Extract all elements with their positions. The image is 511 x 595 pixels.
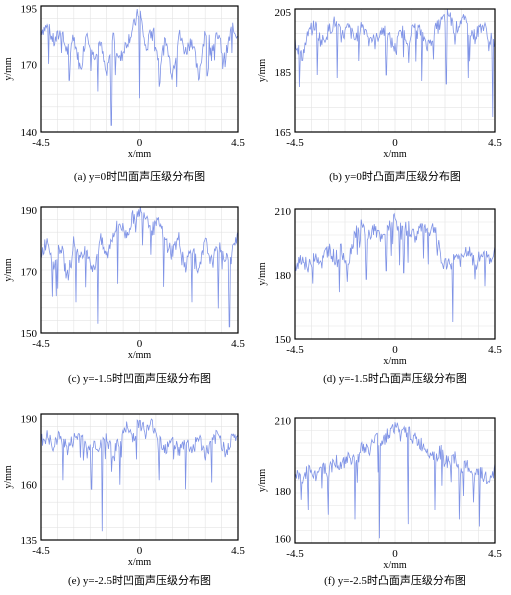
panel-caption: (c) y=-1.5时凹面声压级分布图 [68, 371, 211, 385]
y-tick-label: 140 [21, 127, 38, 139]
y-tick-label: 165 [275, 127, 292, 139]
x-tick-label: 4.5 [231, 545, 245, 557]
x-tick-label: 4.5 [488, 344, 502, 356]
x-axis-label: x/mm [383, 149, 407, 160]
x-axis-label: x/mm [383, 560, 407, 571]
y-tick-label: 160 [275, 533, 292, 545]
y-tick-label: 185 [275, 67, 292, 79]
x-tick-label: -4.5 [286, 344, 304, 356]
panel-caption: (e) y=-2.5时凹面声压级分布图 [68, 573, 211, 587]
x-tick-label: -4.5 [32, 137, 50, 149]
x-tick-label: 4.5 [231, 338, 245, 350]
grid [295, 9, 495, 132]
data-series-line [294, 422, 496, 539]
x-axis-label: x/mm [128, 350, 152, 361]
grid [41, 414, 238, 540]
y-tick-label: 210 [275, 415, 292, 427]
panel-b: 205 185 165-4.5 0 4.5 x/mm y/mm (b) y=0时凸面声压级分布… [257, 7, 502, 183]
panel-caption: (d) y=-1.5时凸面声压级分布图 [323, 371, 467, 385]
y-axis-label: y/mm [257, 469, 268, 493]
x-tick-label: 4.5 [488, 548, 502, 560]
x-tick-label: 0 [137, 137, 143, 149]
grid [41, 207, 238, 333]
x-tick-label: 0 [137, 338, 143, 350]
y-tick-label: 180 [275, 270, 292, 282]
y-tick-label: 210 [275, 206, 292, 218]
grid [295, 418, 495, 543]
y-tick-label: 195 [21, 3, 38, 15]
x-tick-label: 0 [137, 545, 143, 557]
x-axis-label: x/mm [383, 356, 407, 367]
x-axis-label: x/mm [128, 557, 152, 568]
data-series-line [40, 8, 239, 126]
plot-frame [40, 206, 239, 334]
y-axis-label: y/mm [3, 57, 14, 81]
plot-frame [294, 417, 496, 544]
data-series-line [294, 8, 496, 118]
plot-frame [40, 5, 239, 133]
x-tick-label: 0 [392, 137, 398, 149]
x-tick-label: 4.5 [488, 137, 502, 149]
y-axis-label: y/mm [3, 258, 14, 282]
data-series-line [40, 418, 239, 532]
y-tick-label: 180 [275, 486, 292, 498]
panel-caption: (b) y=0时凸面声压级分布图 [329, 169, 461, 183]
grid [295, 209, 495, 339]
panel-caption: (f) y=-2.5时凸面声压级分布图 [324, 573, 466, 587]
data-series-line [294, 212, 496, 323]
y-axis-label: y/mm [257, 59, 268, 83]
panel-e: 190 160 135-4.5 0 4.5 x/mm y/mm (e) y=-2.5时凹面声压… [3, 413, 245, 587]
panel-f: 210 180 160 -4.5 0 4.5 x/mm y/mm (f) y=-2.5时凸面声压… [257, 415, 502, 587]
x-tick-label: -4.5 [286, 137, 304, 149]
y-tick-label: 205 [275, 7, 292, 19]
x-tick-label: 0 [392, 344, 398, 356]
x-tick-label: -4.5 [32, 338, 50, 350]
x-axis-label: x/mm [128, 149, 152, 160]
y-axis-label: y/mm [257, 262, 268, 286]
y-tick-label: 170 [21, 267, 38, 279]
y-tick-label: 160 [21, 480, 38, 492]
plot-frame [294, 208, 496, 340]
plot-frame [40, 413, 239, 541]
panel-d: 210 180 150-4.5 0 4.5 x/mm y/mm (d) y=-1.5时凸面声压… [257, 206, 502, 385]
y-tick-label: 190 [21, 205, 38, 217]
x-tick-label: 0 [392, 548, 398, 560]
panel-a: 195 170 140-4.5 0 4.5 x/mm y/mm (a) y=0时凹面声压级分布… [3, 3, 245, 183]
y-tick-label: 135 [21, 535, 38, 547]
y-tick-label: 150 [21, 328, 38, 340]
y-tick-label: 190 [21, 413, 38, 425]
x-tick-label: 4.5 [231, 137, 245, 149]
x-tick-label: -4.5 [32, 545, 50, 557]
y-axis-label: y/mm [3, 465, 14, 489]
plot-frame [294, 8, 496, 133]
x-tick-label: -4.5 [286, 548, 304, 560]
y-tick-label: 150 [275, 334, 292, 346]
panel-caption: (a) y=0时凹面声压级分布图 [74, 169, 205, 183]
data-series-line [40, 206, 239, 328]
y-tick-label: 170 [21, 60, 38, 72]
panel-c: 190 170 150-4.5 0 4.5 x/mm y/mm (c) y=-1.5时凹面声压… [3, 205, 245, 385]
